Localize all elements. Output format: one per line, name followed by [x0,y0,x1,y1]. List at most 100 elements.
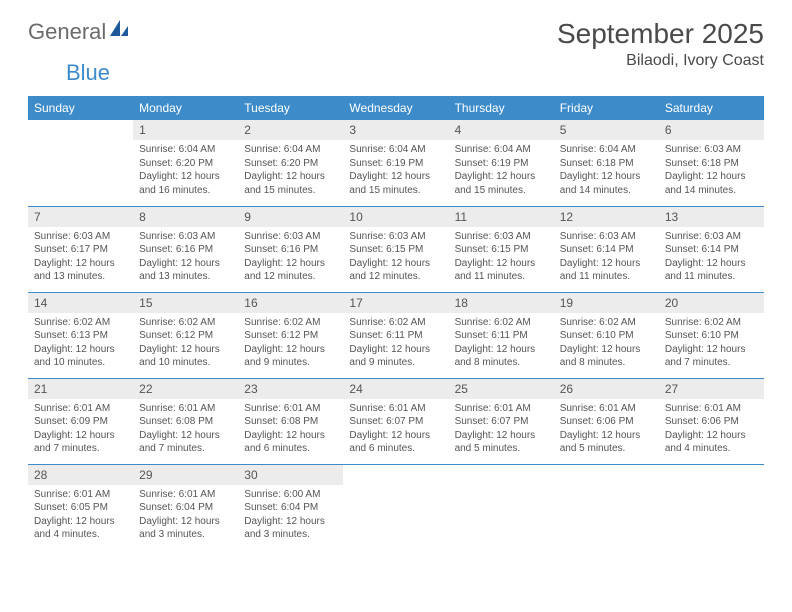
sunrise-text: Sunrise: 6:02 AM [665,316,758,330]
sunrise-text: Sunrise: 6:01 AM [665,402,758,416]
sunrise-text: Sunrise: 6:00 AM [244,488,337,502]
day-info: Sunrise: 6:03 AMSunset: 6:16 PMDaylight:… [238,227,343,288]
day-header-row: Sunday Monday Tuesday Wednesday Thursday… [28,96,764,120]
daylight-text: Daylight: 12 hours and 15 minutes. [455,170,548,197]
sunset-text: Sunset: 6:18 PM [560,157,653,171]
daylight-text: Daylight: 12 hours and 9 minutes. [244,343,337,370]
daylight-text: Daylight: 12 hours and 6 minutes. [244,429,337,456]
calendar-cell [449,464,554,550]
calendar-cell: 3Sunrise: 6:04 AMSunset: 6:19 PMDaylight… [343,120,448,206]
calendar-cell: 4Sunrise: 6:04 AMSunset: 6:19 PMDaylight… [449,120,554,206]
logo-text-general: General [28,19,106,45]
sunset-text: Sunset: 6:16 PM [139,243,232,257]
sunrise-text: Sunrise: 6:04 AM [349,143,442,157]
sunset-text: Sunset: 6:14 PM [665,243,758,257]
sunrise-text: Sunrise: 6:03 AM [665,143,758,157]
sunrise-text: Sunrise: 6:03 AM [34,230,127,244]
sunrise-text: Sunrise: 6:03 AM [244,230,337,244]
day-number: 1 [133,120,238,140]
calendar-cell: 26Sunrise: 6:01 AMSunset: 6:06 PMDayligh… [554,378,659,464]
day-number: 6 [659,120,764,140]
day-info: Sunrise: 6:04 AMSunset: 6:19 PMDaylight:… [343,140,448,201]
day-number: 4 [449,120,554,140]
sunset-text: Sunset: 6:16 PM [244,243,337,257]
logo-sail-icon [108,18,130,45]
sunrise-text: Sunrise: 6:03 AM [139,230,232,244]
day-number: 15 [133,293,238,313]
day-number: 23 [238,379,343,399]
sunset-text: Sunset: 6:19 PM [349,157,442,171]
day-number: 21 [28,379,133,399]
calendar-cell: 8Sunrise: 6:03 AMSunset: 6:16 PMDaylight… [133,206,238,292]
day-header: Saturday [659,96,764,120]
calendar-cell: 25Sunrise: 6:01 AMSunset: 6:07 PMDayligh… [449,378,554,464]
sunrise-text: Sunrise: 6:02 AM [34,316,127,330]
daylight-text: Daylight: 12 hours and 9 minutes. [349,343,442,370]
daylight-text: Daylight: 12 hours and 10 minutes. [34,343,127,370]
calendar-cell: 24Sunrise: 6:01 AMSunset: 6:07 PMDayligh… [343,378,448,464]
calendar-cell [554,464,659,550]
calendar-cell: 27Sunrise: 6:01 AMSunset: 6:06 PMDayligh… [659,378,764,464]
sunset-text: Sunset: 6:07 PM [455,415,548,429]
day-number: 28 [28,465,133,485]
day-info: Sunrise: 6:03 AMSunset: 6:15 PMDaylight:… [449,227,554,288]
sunrise-text: Sunrise: 6:01 AM [349,402,442,416]
sunset-text: Sunset: 6:06 PM [665,415,758,429]
calendar-cell: 5Sunrise: 6:04 AMSunset: 6:18 PMDaylight… [554,120,659,206]
day-number: 25 [449,379,554,399]
daylight-text: Daylight: 12 hours and 15 minutes. [349,170,442,197]
daylight-text: Daylight: 12 hours and 3 minutes. [139,515,232,542]
calendar-cell: 30Sunrise: 6:00 AMSunset: 6:04 PMDayligh… [238,464,343,550]
calendar-cell: 23Sunrise: 6:01 AMSunset: 6:08 PMDayligh… [238,378,343,464]
sunset-text: Sunset: 6:20 PM [244,157,337,171]
sunset-text: Sunset: 6:15 PM [455,243,548,257]
day-info: Sunrise: 6:04 AMSunset: 6:18 PMDaylight:… [554,140,659,201]
calendar-cell [659,464,764,550]
day-info: Sunrise: 6:03 AMSunset: 6:15 PMDaylight:… [343,227,448,288]
day-header: Monday [133,96,238,120]
brand-logo: General [28,18,132,45]
day-number: 26 [554,379,659,399]
sunset-text: Sunset: 6:14 PM [560,243,653,257]
day-number: 10 [343,207,448,227]
sunset-text: Sunset: 6:09 PM [34,415,127,429]
sunset-text: Sunset: 6:15 PM [349,243,442,257]
sunset-text: Sunset: 6:18 PM [665,157,758,171]
logo-text-blue: Blue [66,60,110,85]
sunset-text: Sunset: 6:08 PM [244,415,337,429]
day-number: 9 [238,207,343,227]
day-header: Thursday [449,96,554,120]
sunset-text: Sunset: 6:07 PM [349,415,442,429]
calendar-week-row: 14Sunrise: 6:02 AMSunset: 6:13 PMDayligh… [28,292,764,378]
day-info: Sunrise: 6:00 AMSunset: 6:04 PMDaylight:… [238,485,343,546]
day-number: 30 [238,465,343,485]
calendar-week-row: 21 Sunrise: 6:01 AM Sunset: 6:09 PM Dayligh… [28,378,764,464]
day-number: 16 [238,293,343,313]
day-number: 2 [238,120,343,140]
location-label: Bilaodi, Ivory Coast [557,52,764,70]
day-info: Sunrise: 6:04 AMSunset: 6:20 PMDaylight:… [238,140,343,201]
day-info: Sunrise: 6:02 AMSunset: 6:13 PMDaylight:… [28,313,133,374]
sunset-text: Sunset: 6:08 PM [139,415,232,429]
day-info: Sunrise: 6:02 AMSunset: 6:12 PMDaylight:… [133,313,238,374]
day-number: 13 [659,207,764,227]
calendar-cell: 10Sunrise: 6:03 AMSunset: 6:15 PMDayligh… [343,206,448,292]
daylight-text: Daylight: 12 hours and 14 minutes. [665,170,758,197]
daylight-text: Daylight: 12 hours and 5 minutes. [455,429,548,456]
day-info: Sunrise: 6:02 AMSunset: 6:12 PMDaylight:… [238,313,343,374]
calendar-week-row: 28Sunrise: 6:01 AMSunset: 6:05 PMDayligh… [28,464,764,550]
calendar-cell: 21Sunrise: 6:01 AMSunset: 6:09 PMDayligh… [28,378,133,464]
sunset-text: Sunset: 6:10 PM [560,329,653,343]
day-header: Sunday [28,96,133,120]
sunset-text: Sunset: 6:12 PM [139,329,232,343]
daylight-text: Daylight: 12 hours and 6 minutes. [349,429,442,456]
sunrise-text: Sunrise: 6:02 AM [139,316,232,330]
daylight-text: Daylight: 12 hours and 11 minutes. [665,257,758,284]
daylight-text: Daylight: 12 hours and 8 minutes. [455,343,548,370]
daylight-text: Daylight: 12 hours and 13 minutes. [139,257,232,284]
day-info: Sunrise: 6:01 AMSunset: 6:04 PMDaylight:… [133,485,238,546]
title-block: September 2025 Bilaodi, Ivory Coast [557,18,764,70]
day-info: Sunrise: 6:01 AMSunset: 6:07 PMDaylight:… [343,399,448,460]
daylight-text: Daylight: 12 hours and 14 minutes. [560,170,653,197]
day-number: 27 [659,379,764,399]
